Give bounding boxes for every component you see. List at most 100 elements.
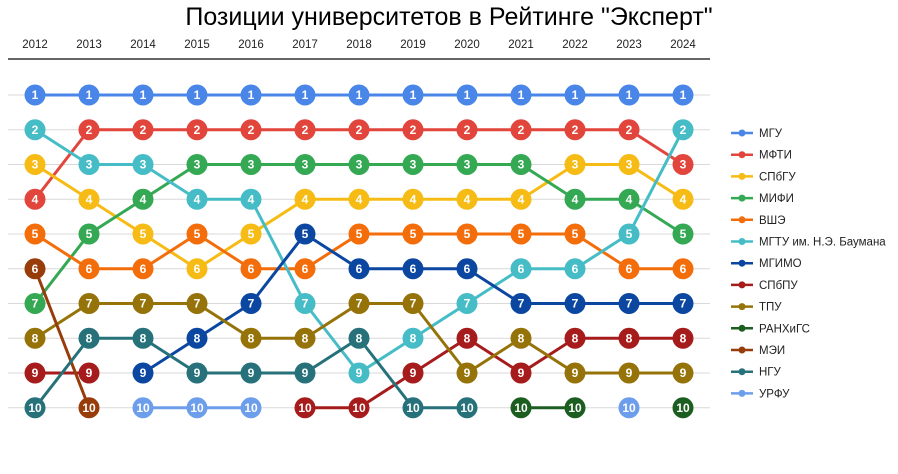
data-point-label: 3 bbox=[302, 158, 309, 172]
data-point-12-2023: 10 bbox=[618, 397, 640, 419]
data-point-label: 4 bbox=[302, 192, 309, 206]
data-point-label: 7 bbox=[572, 297, 579, 311]
data-point-1-2021: 2 bbox=[510, 119, 532, 141]
data-point-marker bbox=[456, 119, 478, 141]
data-point-8-2015: 7 bbox=[186, 293, 208, 314]
data-point-5-2021: 6 bbox=[510, 258, 532, 280]
data-point-label: 1 bbox=[32, 88, 39, 102]
data-point-label: 5 bbox=[248, 227, 255, 241]
data-point-2-2024: 4 bbox=[672, 188, 694, 210]
series-markers: 1 1 1 1 1 1 1 1 1 1 1 1 1 4 2 2 2 2 2 2 2 2 2 2 2 3 3 4 5 6 5 4 4 4 4 4 3 3 4 7… bbox=[24, 84, 694, 419]
data-point-label: 5 bbox=[680, 227, 687, 241]
data-point-6-2019: 6 bbox=[402, 258, 424, 280]
data-point-label: 4 bbox=[86, 192, 93, 206]
data-point-2-2013: 4 bbox=[78, 188, 100, 210]
data-point-label: 1 bbox=[194, 88, 201, 102]
data-point-5-2012: 2 bbox=[24, 119, 46, 141]
data-point-label: 4 bbox=[626, 192, 633, 206]
data-point-marker bbox=[186, 154, 208, 175]
data-point-0-2022: 1 bbox=[564, 84, 586, 106]
legend-label: МГИМО bbox=[759, 258, 802, 270]
data-point-marker bbox=[186, 362, 208, 384]
series-line-5-seg-0 bbox=[33, 128, 91, 166]
legend-item-10: МЭИ bbox=[731, 345, 785, 357]
data-point-marker bbox=[186, 84, 208, 106]
data-point-label: 5 bbox=[356, 227, 363, 241]
data-point-label: 6 bbox=[356, 262, 363, 276]
data-point-11-2014: 8 bbox=[132, 327, 154, 349]
data-point-6-2024: 7 bbox=[672, 293, 694, 314]
data-point-marker bbox=[132, 223, 154, 245]
data-point-marker bbox=[402, 258, 424, 280]
data-point-2-2021: 4 bbox=[510, 188, 532, 210]
series-line-2-seg-4 bbox=[249, 197, 307, 236]
data-point-marker bbox=[456, 327, 478, 349]
data-point-marker bbox=[510, 362, 532, 384]
data-point-4-2021: 5 bbox=[510, 223, 532, 245]
legend-label: МЭИ bbox=[759, 345, 785, 357]
data-point-2-2019: 4 bbox=[402, 188, 424, 210]
data-point-label: 7 bbox=[194, 297, 201, 311]
data-point-7-2012: 9 bbox=[24, 362, 46, 384]
data-point-marker bbox=[510, 154, 532, 175]
series-line-4-seg-0 bbox=[33, 232, 91, 271]
data-point-0-2013: 1 bbox=[78, 84, 100, 106]
data-point-marker bbox=[132, 154, 154, 175]
legend-item-3: МИФИ bbox=[731, 193, 794, 205]
data-point-marker bbox=[24, 293, 46, 314]
data-point-label: 2 bbox=[626, 123, 633, 137]
data-point-5-2018: 9 bbox=[348, 362, 370, 384]
data-point-2-2018: 4 bbox=[348, 188, 370, 210]
series-line-3-seg-11 bbox=[627, 197, 685, 236]
x-tick-label-2015: 2015 bbox=[184, 39, 210, 51]
data-point-label: 5 bbox=[518, 227, 525, 241]
x-axis-labels: 2012 2013 2014 2015 2016 2017 2018 2019 2020 2021… bbox=[22, 39, 696, 51]
data-point-1-2022: 2 bbox=[564, 119, 586, 141]
data-point-marker bbox=[564, 362, 586, 384]
legend-marker bbox=[738, 129, 746, 137]
data-point-label: 7 bbox=[86, 297, 93, 311]
data-point-marker bbox=[240, 188, 262, 210]
legend-marker bbox=[738, 238, 746, 245]
data-point-marker bbox=[510, 119, 532, 141]
data-point-label: 4 bbox=[464, 192, 471, 206]
data-point-4-2024: 6 bbox=[672, 258, 694, 280]
legend-item-5: МГТУ им. Н.Э. Баумана bbox=[731, 237, 886, 249]
data-point-marker bbox=[348, 119, 370, 141]
data-point-11-2019: 10 bbox=[402, 397, 424, 419]
data-point-8-2013: 7 bbox=[78, 293, 100, 314]
series-line-1-seg-11 bbox=[627, 128, 685, 166]
data-point-8-2023: 9 bbox=[618, 362, 640, 384]
series-line-11-seg-0 bbox=[33, 336, 91, 410]
data-point-label: 10 bbox=[28, 401, 42, 415]
data-point-label: 9 bbox=[194, 366, 201, 380]
data-point-6-2020: 6 bbox=[456, 258, 478, 280]
data-point-marker bbox=[402, 327, 424, 349]
legend-marker bbox=[738, 216, 746, 224]
data-point-1-2012: 4 bbox=[24, 188, 46, 210]
data-point-label: 6 bbox=[86, 262, 93, 276]
data-point-label: 2 bbox=[680, 123, 687, 137]
data-point-label: 9 bbox=[626, 366, 633, 380]
data-point-2-2016: 5 bbox=[240, 223, 262, 245]
data-point-label: 8 bbox=[410, 331, 417, 345]
data-point-label: 5 bbox=[410, 227, 417, 241]
data-point-label: 10 bbox=[460, 401, 474, 415]
data-point-marker bbox=[78, 397, 100, 419]
data-point-label: 4 bbox=[680, 192, 687, 206]
data-point-marker bbox=[510, 327, 532, 349]
data-point-marker bbox=[564, 84, 586, 106]
data-point-marker bbox=[618, 154, 640, 175]
data-point-label: 2 bbox=[32, 123, 39, 137]
data-point-label: 10 bbox=[298, 401, 312, 415]
data-point-label: 8 bbox=[140, 331, 147, 345]
series-line-7-seg-6 bbox=[357, 371, 415, 410]
data-point-label: 4 bbox=[356, 192, 363, 206]
series-line-8-seg-9 bbox=[519, 336, 577, 375]
legend-item-12: УРФУ bbox=[731, 388, 790, 400]
data-point-label: 7 bbox=[140, 297, 147, 311]
data-point-marker bbox=[240, 397, 262, 419]
data-point-6-2022: 7 bbox=[564, 293, 586, 314]
data-point-3-2017: 3 bbox=[294, 154, 316, 175]
data-point-label: 4 bbox=[518, 192, 525, 206]
